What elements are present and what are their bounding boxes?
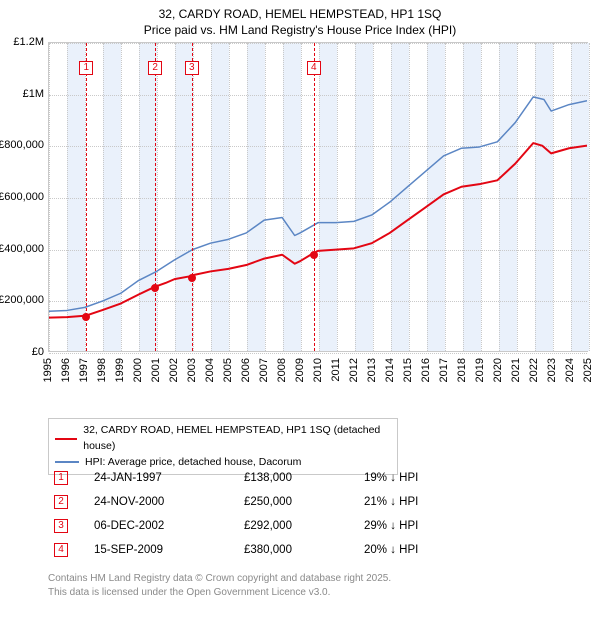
legend-label: 32, CARDY ROAD, HEMEL HEMPSTEAD, HP1 1SQ… xyxy=(83,423,391,455)
x-axis-label: 2005 xyxy=(222,358,234,382)
x-axis-label: 2016 xyxy=(420,358,432,382)
sale-number-box: 2 xyxy=(54,495,68,509)
sale-row: 2 24-NOV-2000£250,00021% ↓ HPI xyxy=(54,490,464,514)
sale-price: £292,000 xyxy=(244,520,364,532)
x-axis-label: 2006 xyxy=(240,358,252,382)
x-axis-label: 2018 xyxy=(456,358,468,382)
x-axis-label: 2013 xyxy=(366,358,378,382)
x-axis-label: 2025 xyxy=(582,358,594,382)
marker-dot-icon xyxy=(188,274,196,282)
marker-dot-icon xyxy=(151,284,159,292)
sale-price: £250,000 xyxy=(244,496,364,508)
x-axis-label: 2017 xyxy=(438,358,450,382)
sale-number-box: 3 xyxy=(54,519,68,533)
sale-table: 1 24-JAN-1997£138,00019% ↓ HPI 2 24-NOV-200… xyxy=(54,466,464,562)
attribution-line: Contains HM Land Registry data © Crown c… xyxy=(48,572,391,586)
x-axis-label: 2000 xyxy=(132,358,144,382)
sale-delta: 20% ↓ HPI xyxy=(364,544,464,556)
attribution-line: This data is licensed under the Open Gov… xyxy=(48,586,391,600)
x-axis-label: 2002 xyxy=(168,358,180,382)
chart-title: 32, CARDY ROAD, HEMEL HEMPSTEAD, HP1 1SQ… xyxy=(0,0,600,38)
sale-row: 1 24-JAN-1997£138,00019% ↓ HPI xyxy=(54,466,464,490)
sale-delta: 21% ↓ HPI xyxy=(364,496,464,508)
marker-dot-icon xyxy=(310,251,318,259)
x-axis-label: 2022 xyxy=(528,358,540,382)
sale-delta: 19% ↓ HPI xyxy=(364,472,464,484)
legend-swatch-icon xyxy=(55,461,79,463)
marker-number-box: 4 xyxy=(307,61,321,75)
marker-number-box: 1 xyxy=(79,61,93,75)
sale-number-box: 4 xyxy=(54,543,68,557)
sale-delta: 29% ↓ HPI xyxy=(364,520,464,532)
y-axis-label: £200,000 xyxy=(0,294,44,306)
marker-dashed-line xyxy=(155,43,156,351)
x-axis-label: 2012 xyxy=(348,358,360,382)
x-axis-label: 2024 xyxy=(564,358,576,382)
x-axis-label: 1999 xyxy=(114,358,126,382)
x-axis-label: 2020 xyxy=(492,358,504,382)
x-axis-label: 2011 xyxy=(330,358,342,382)
gridline-horizontal xyxy=(49,353,587,354)
sale-date: 06-DEC-2002 xyxy=(94,520,244,532)
marker-dashed-line xyxy=(314,43,315,351)
x-axis-label: 2010 xyxy=(312,358,324,382)
x-axis-label: 2021 xyxy=(510,358,522,382)
x-axis-label: 1996 xyxy=(60,358,72,382)
y-axis-label: £400,000 xyxy=(0,243,44,255)
title-line1: 32, CARDY ROAD, HEMEL HEMPSTEAD, HP1 1SQ xyxy=(0,6,600,22)
title-line2: Price paid vs. HM Land Registry's House … xyxy=(0,22,600,38)
series-line-hpi xyxy=(49,97,587,311)
marker-number-box: 2 xyxy=(148,61,162,75)
sale-date: 24-NOV-2000 xyxy=(94,496,244,508)
sale-price: £380,000 xyxy=(244,544,364,556)
x-axis-label: 2019 xyxy=(474,358,486,382)
attribution: Contains HM Land Registry data © Crown c… xyxy=(48,572,391,599)
sale-price: £138,000 xyxy=(244,472,364,484)
x-axis-label: 1998 xyxy=(96,358,108,382)
y-axis-label: £1M xyxy=(23,88,44,100)
x-axis-label: 1995 xyxy=(42,358,54,382)
marker-number-box: 3 xyxy=(185,61,199,75)
y-axis-label: £1.2M xyxy=(13,36,44,48)
x-axis-label: 2009 xyxy=(294,358,306,382)
sale-date: 15-SEP-2009 xyxy=(94,544,244,556)
y-axis-label: £0 xyxy=(32,346,44,358)
gridline-vertical xyxy=(589,43,590,351)
x-axis-label: 2023 xyxy=(546,358,558,382)
sale-date: 24-JAN-1997 xyxy=(94,472,244,484)
x-axis-label: 1997 xyxy=(78,358,90,382)
sale-row: 3 06-DEC-2002£292,00029% ↓ HPI xyxy=(54,514,464,538)
marker-dashed-line xyxy=(192,43,193,351)
marker-dashed-line xyxy=(86,43,87,351)
x-axis-label: 2015 xyxy=(402,358,414,382)
marker-dot-icon xyxy=(82,313,90,321)
legend-item-price-paid: 32, CARDY ROAD, HEMEL HEMPSTEAD, HP1 1SQ… xyxy=(55,423,391,455)
x-axis-label: 2008 xyxy=(276,358,288,382)
series-line-price_paid xyxy=(49,143,587,318)
chart: 1 2 3 4 £0 £200,000 £400,000 £600,000 £800,000 £… xyxy=(0,42,600,412)
x-axis-label: 2001 xyxy=(150,358,162,382)
line-series-svg xyxy=(49,43,587,351)
plot-area: 1 2 3 4 xyxy=(48,42,588,352)
y-axis-label: £600,000 xyxy=(0,191,44,203)
sale-row: 4 15-SEP-2009£380,00020% ↓ HPI xyxy=(54,538,464,562)
x-axis-label: 2007 xyxy=(258,358,270,382)
sale-number-box: 1 xyxy=(54,471,68,485)
x-axis-label: 2003 xyxy=(186,358,198,382)
legend-swatch-icon xyxy=(55,438,77,440)
y-axis-label: £800,000 xyxy=(0,139,44,151)
x-axis-label: 2014 xyxy=(384,358,396,382)
x-axis-label: 2004 xyxy=(204,358,216,382)
